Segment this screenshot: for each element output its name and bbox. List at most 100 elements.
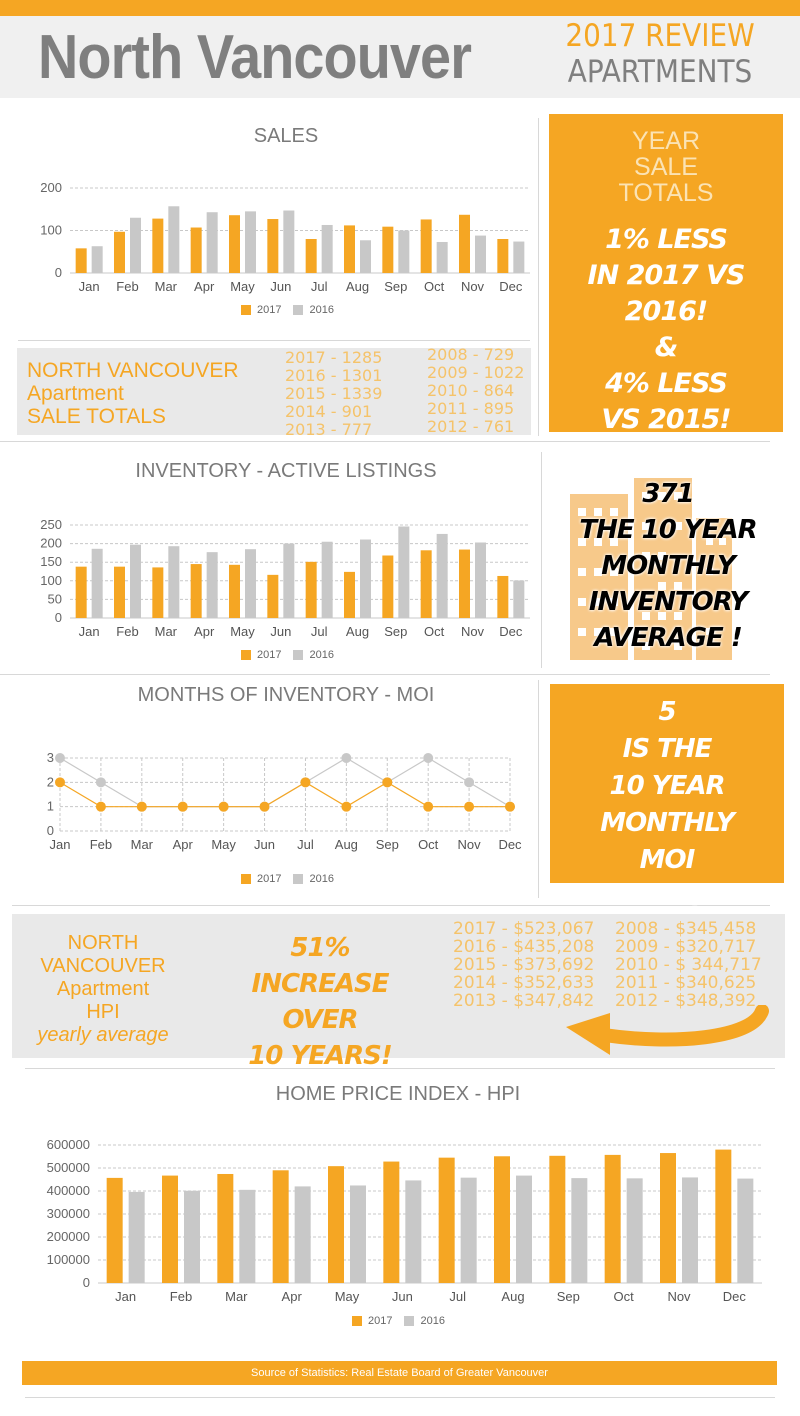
bar-2016-Jun [405, 1180, 422, 1283]
moi-average-text: 5 IS THE 10 YEAR MONTHLY MOI AVERAGE ! [550, 694, 784, 916]
y-tick-label: 2 [47, 774, 54, 789]
divider-vertical [538, 680, 539, 898]
series-line-2017 [59, 781, 510, 808]
total-item: 2013 - 777 [285, 420, 373, 439]
legend-swatch-2017 [241, 874, 251, 884]
y-tick-label: 100 [40, 223, 62, 238]
moi-chart-title: MONTHS OF INVENTORY - MOI [137, 684, 435, 706]
point-2017-Dec [505, 801, 515, 812]
bar-2017-Jun [267, 574, 279, 618]
total-item: 2015 - 1339 [285, 384, 383, 403]
y-tick-label: 250 [40, 517, 62, 532]
point-2016-Feb [95, 777, 106, 788]
bar-2016-Mar [168, 546, 180, 618]
bar-2017-Jan [75, 566, 87, 618]
y-tick-label: 0 [83, 1275, 90, 1290]
y-tick-label: 0 [47, 823, 54, 838]
x-tick-label: Jul [297, 837, 314, 852]
y-tick-label: 0 [55, 610, 62, 625]
point-2017-Aug [341, 801, 352, 812]
bar-2016-Jul [460, 1177, 477, 1283]
legend-label-2017: 2017 [257, 649, 282, 661]
y-tick-label: 300000 [47, 1206, 90, 1221]
x-tick-label: Nov [458, 837, 482, 852]
bar-2017-Nov [660, 1153, 676, 1283]
divider-vertical [538, 118, 539, 436]
y-tick-label: 500000 [47, 1160, 90, 1175]
label-line: VANCOUVER [40, 955, 166, 977]
comparison-line: & [654, 332, 679, 363]
sale-totals-col1: 2017 - 1285 2016 - 1301 2015 - 1339 2014… [285, 349, 382, 439]
point-2017-Mar [136, 801, 147, 812]
bar-2017-Jun [383, 1161, 400, 1283]
bar-2016-Nov [682, 1177, 698, 1283]
hpi-chart: 0 100000 200000 300000 400000 500000 600000 Jan… [47, 1137, 762, 1304]
legend-label-2016: 2016 [309, 304, 334, 316]
heading-line: SALE [634, 153, 698, 181]
hpi-chart-title: HOME PRICE INDEX - HPI [275, 1083, 521, 1105]
x-tick-label: Nov [461, 624, 485, 639]
year-sale-totals-heading: YEAR SALE TOTALS [549, 128, 783, 206]
comparison-line: IN 2017 VS 2016! [587, 260, 746, 327]
x-tick-label: Sep [384, 279, 407, 294]
x-tick-label: Apr [194, 279, 215, 294]
x-tick-label: Feb [170, 1289, 192, 1304]
x-tick-label: Sep [384, 624, 407, 639]
x-tick-label: Mar [155, 624, 178, 639]
x-tick-label: Jun [270, 279, 291, 294]
bar-2017-Dec [497, 239, 509, 273]
x-tick-label: Mar [131, 837, 154, 852]
y-tick-label: 1 [47, 799, 54, 814]
price-item: 2013 - $347,842 [453, 991, 595, 1011]
review-year: 2017 REVIEW [565, 18, 755, 54]
bar-2016-Nov [475, 542, 486, 618]
inventory-chart-title: INVENTORY - ACTIVE LISTINGS [135, 460, 437, 482]
legend-swatch-2016 [293, 305, 304, 315]
bar-2017-Nov [459, 549, 470, 618]
x-tick-label: Feb [116, 279, 138, 294]
bar-2017-Dec [715, 1149, 732, 1283]
bar-2016-Feb [130, 217, 141, 273]
y-tick-label: 150 [40, 554, 62, 569]
bar-2017-Oct [604, 1154, 621, 1283]
moi-legend: 2017 2016 [241, 873, 334, 885]
bar-2016-Feb [184, 1190, 200, 1283]
bar-2017-Jun [267, 219, 279, 273]
x-tick-label: Dec [499, 279, 523, 294]
bar-2017-Aug [344, 571, 355, 618]
x-tick-label: Jan [50, 837, 71, 852]
x-tick-label: Aug [335, 837, 358, 852]
total-item: 2017 - 1285 [285, 348, 383, 367]
divider [25, 1397, 775, 1398]
x-tick-label: Dec [499, 624, 523, 639]
sales-chart-title: SALES [253, 125, 319, 147]
divider [0, 674, 770, 675]
hpi-increase-text: 51% INCREASE OVER 10 YEARS! [215, 930, 425, 1074]
bar-2017-Jul [305, 239, 317, 273]
x-tick-label: May [230, 279, 255, 294]
price-item: 2014 - $352,633 [453, 973, 595, 993]
bar-2017-Apr [272, 1170, 289, 1283]
total-item: 2011 - 895 [427, 399, 515, 418]
x-tick-label: Dec [498, 837, 522, 852]
label-line: NORTH [67, 932, 139, 954]
bar-2016-Nov [475, 235, 486, 273]
y-tick-label: 0 [55, 265, 62, 280]
x-tick-label: Jul [449, 1289, 466, 1304]
bar-2016-Jan [128, 1191, 145, 1283]
bar-2017-Feb [114, 231, 125, 273]
legend-label-2016: 2016 [309, 649, 334, 661]
divider [25, 1068, 775, 1069]
legend-label-2016: 2016 [309, 873, 334, 885]
x-tick-label: Nov [667, 1289, 691, 1304]
bar-2016-May [350, 1185, 366, 1283]
bar-2017-Jan [75, 248, 87, 273]
x-tick-label: Aug [501, 1289, 524, 1304]
x-tick-label: Dec [723, 1289, 747, 1304]
heading-line: YEAR [631, 127, 701, 155]
y-tick-label: 200000 [47, 1229, 90, 1244]
bar-2017-Sep [549, 1155, 566, 1283]
curved-arrow-icon [566, 1005, 769, 1055]
sale-totals-box [17, 348, 531, 435]
bar-2016-Aug [360, 240, 371, 273]
